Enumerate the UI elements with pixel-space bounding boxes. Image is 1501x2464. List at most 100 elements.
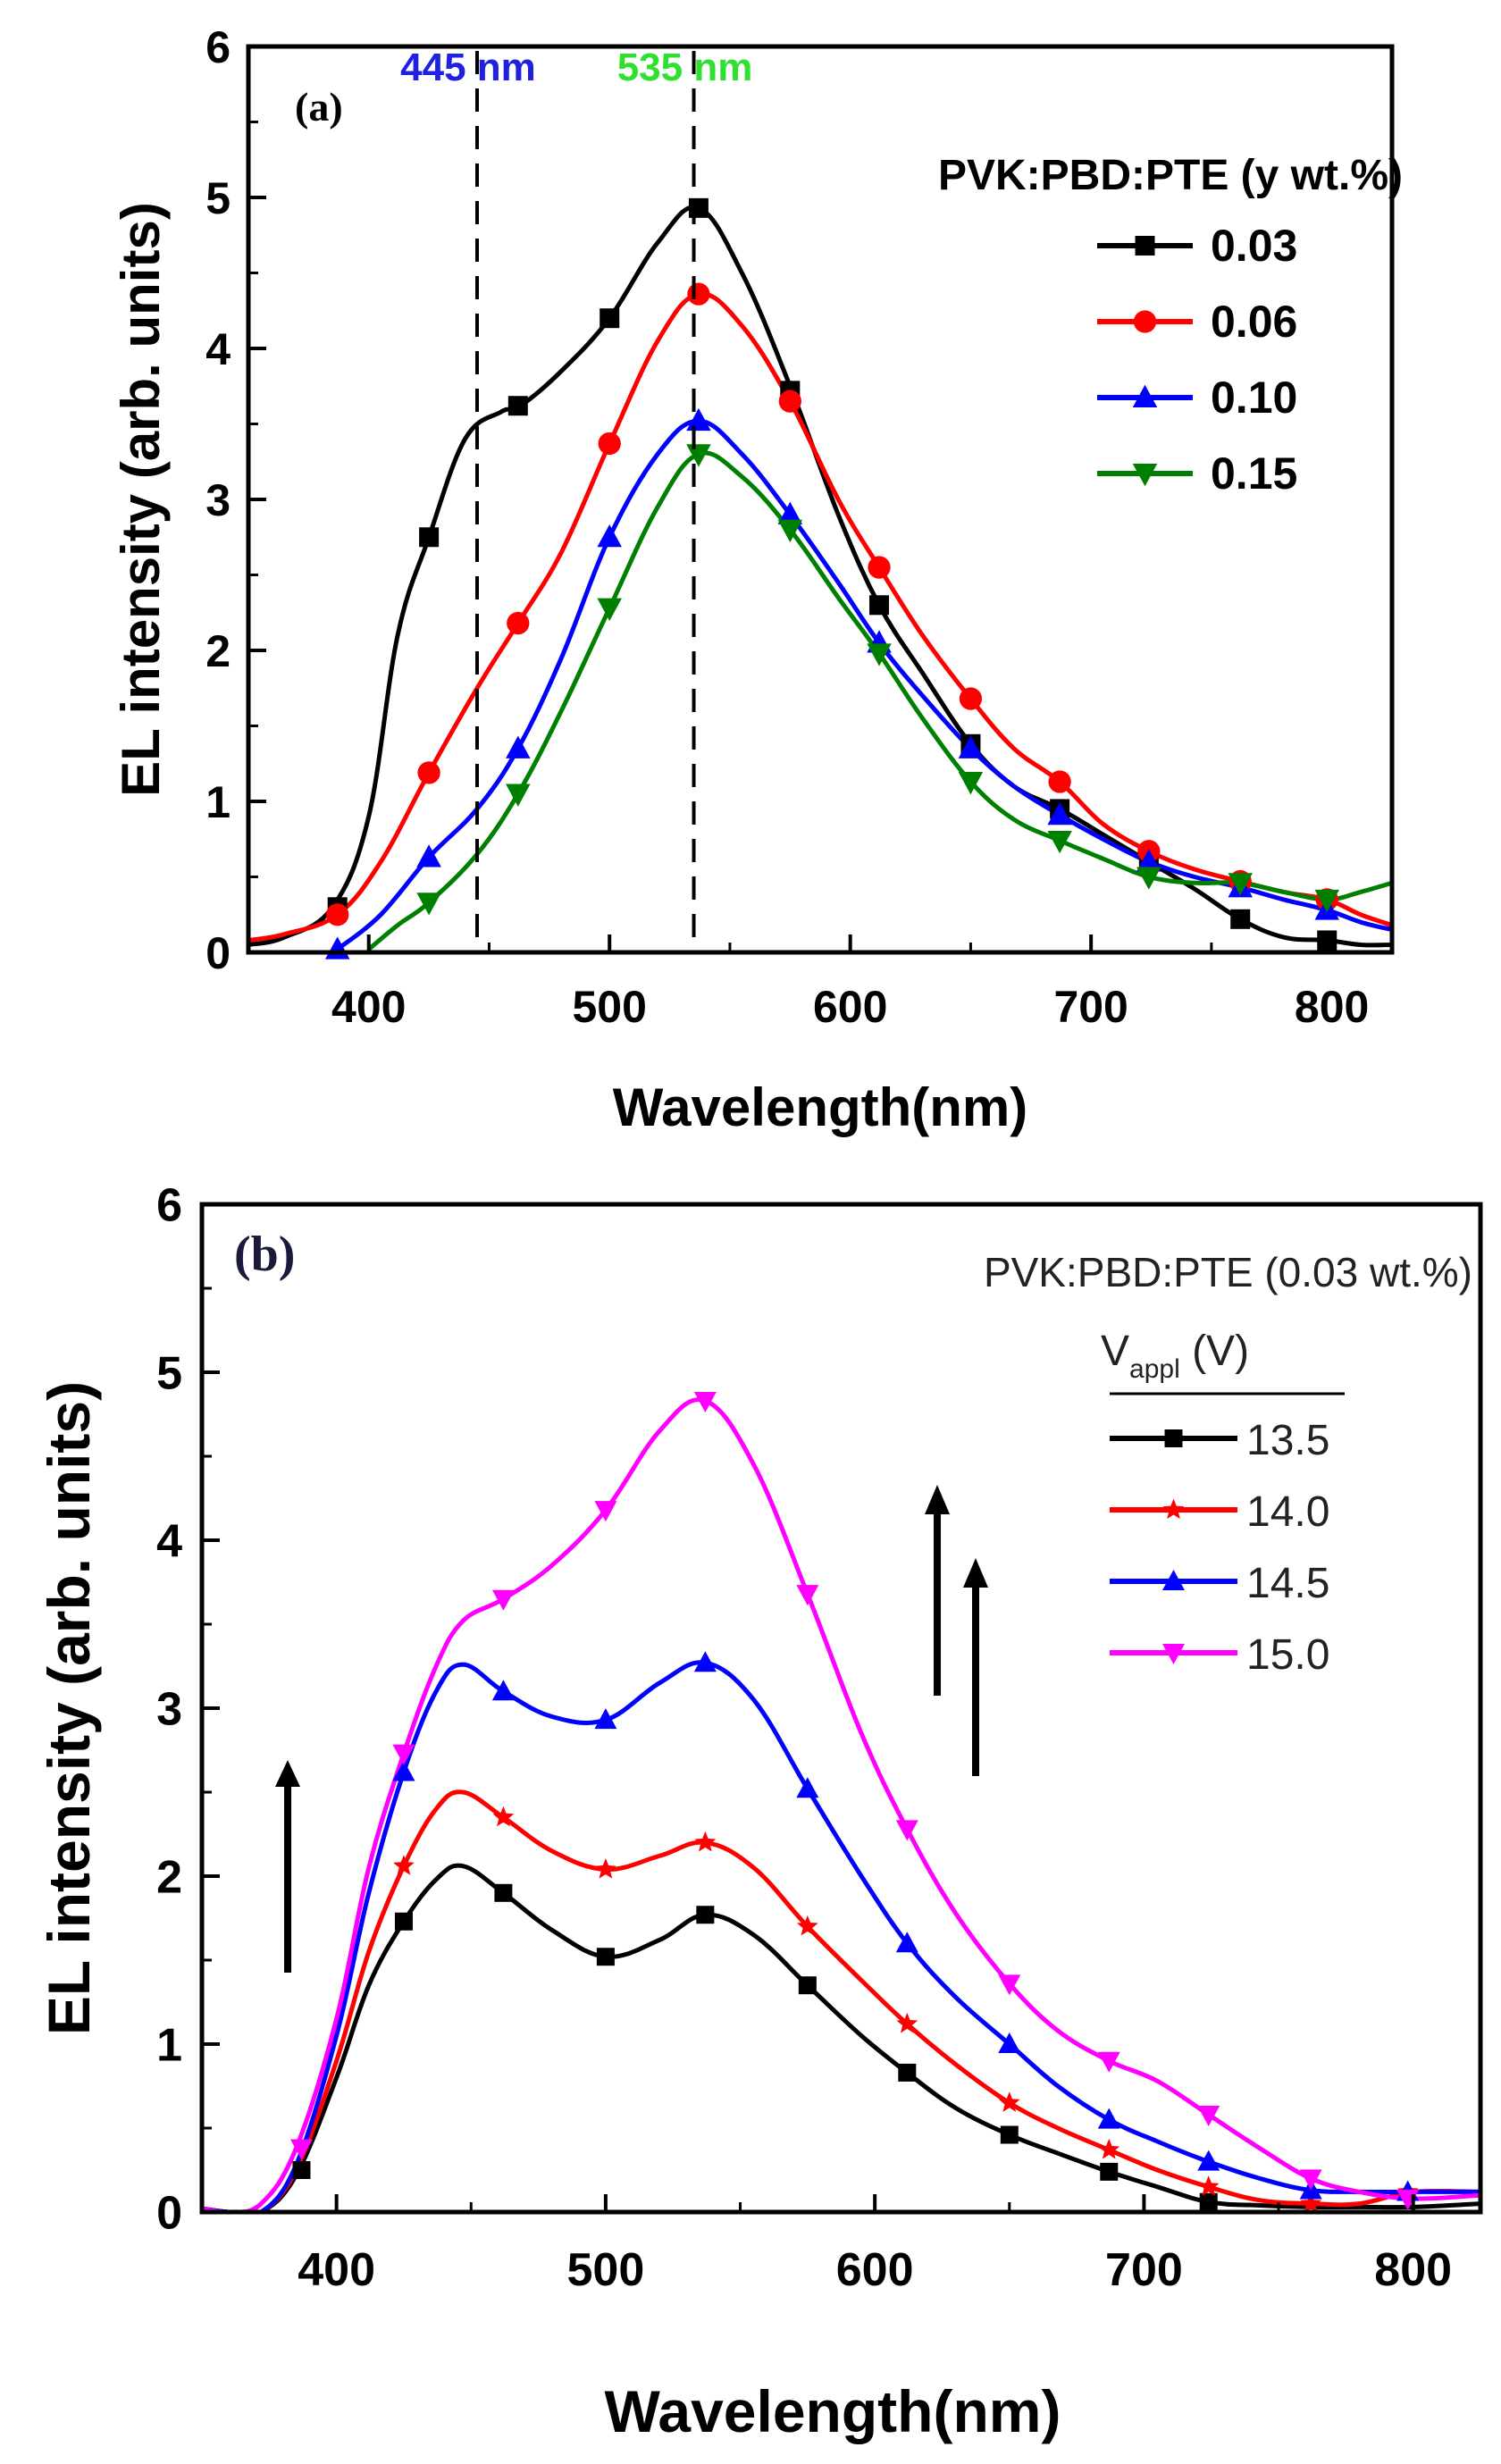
panel-a-y-axis-label: EL intensity (arb. units) xyxy=(111,202,171,797)
data-point-0.03 xyxy=(1317,930,1337,951)
data-point-0.06 xyxy=(326,903,349,926)
y-tick-label-4: 4 xyxy=(205,324,231,374)
data-point-15.0 xyxy=(594,1501,617,1522)
data-point-14.0 xyxy=(998,2091,1020,2112)
data-point-0.03 xyxy=(688,197,709,218)
data-point-0.10 xyxy=(686,407,711,432)
x-tick-label-500: 500 xyxy=(572,982,646,1032)
data-point-0.03 xyxy=(507,396,528,416)
y-tick-label-2: 2 xyxy=(205,626,231,676)
data-point-14.5 xyxy=(895,1932,918,1953)
data-point-0.06 xyxy=(598,432,621,456)
y-tick-label-6: 6 xyxy=(205,22,231,72)
increase-arrows xyxy=(275,1485,988,1973)
legend-label-0.15: 0.15 xyxy=(1211,448,1297,499)
arrow-up-left xyxy=(275,1760,300,1973)
y-tick-label-6: 6 xyxy=(156,1180,182,1232)
y-tick-label-4: 4 xyxy=(156,1516,182,1568)
data-point-0.15 xyxy=(686,444,711,467)
data-point-15.0 xyxy=(1197,2105,1220,2126)
data-point-13.5 xyxy=(394,1912,413,1931)
data-point-14.0 xyxy=(1300,2192,1322,2213)
data-point-14.5 xyxy=(491,1680,515,1701)
data-point-14.0 xyxy=(1098,2138,1120,2159)
data-point-0.03 xyxy=(1230,909,1251,929)
data-point-13.5 xyxy=(898,2063,917,2082)
data-point-14.5 xyxy=(392,1760,415,1781)
data-point-13.5 xyxy=(1000,2125,1019,2144)
y-tick-label-2: 2 xyxy=(156,1852,182,1904)
data-point-0.10 xyxy=(1136,849,1161,872)
annotation-445nm: 445 nm xyxy=(400,46,536,89)
data-point-0.15 xyxy=(1228,873,1253,896)
x-tick-label-700: 700 xyxy=(1105,2244,1183,2296)
panel-b: 400 500 600 700 800 0 1 2 3 4 5 6 (b) PVK:PBD:PTE (… xyxy=(36,1180,1483,2444)
arrow-up-middle xyxy=(925,1485,950,1696)
x-tick-label-800: 800 xyxy=(1295,982,1369,1032)
legend-marker-0.06 xyxy=(1133,310,1157,333)
panel-b-legend: 13.5 14.0 14.5 15.0 xyxy=(1246,1417,1329,1679)
legend-label-13.5: 13.5 xyxy=(1246,1417,1329,1464)
data-point-14.5 xyxy=(796,1777,819,1798)
y-tick-label-1: 1 xyxy=(205,777,231,827)
data-point-0.15 xyxy=(597,598,622,621)
data-point-14.5 xyxy=(1097,2108,1120,2129)
panel-a-legend: 0.03 0.06 0.10 0.15 xyxy=(1211,221,1297,499)
legend-header-v: Vappl (V) xyxy=(1101,1328,1249,1384)
panel-b-plot-frame xyxy=(199,1202,1483,2215)
data-point-0.10 xyxy=(416,844,441,867)
data-point-0.10 xyxy=(597,524,622,548)
data-point-0.06 xyxy=(417,761,440,784)
data-point-14.0 xyxy=(797,1915,818,1936)
data-point-15.0 xyxy=(693,1391,717,1412)
legend-label-15.0: 15.0 xyxy=(1246,1631,1329,1679)
data-point-0.10 xyxy=(506,735,531,758)
data-point-13.5 xyxy=(696,1906,715,1924)
x-tick-label-800: 800 xyxy=(1374,2244,1452,2296)
y-tick-label-5: 5 xyxy=(205,173,231,223)
panel-b-legend-header: Vappl (V) xyxy=(1101,1328,1345,1395)
data-point-0.15 xyxy=(867,643,892,666)
data-point-13.5 xyxy=(596,1948,615,1966)
legend-marker-0.10 xyxy=(1132,384,1158,407)
x-tick-label-600: 600 xyxy=(836,2244,914,2296)
y-tick-label-1: 1 xyxy=(156,2020,182,2072)
annotation-535nm: 535 nm xyxy=(617,46,753,89)
data-point-15.0 xyxy=(1097,2051,1120,2073)
panel-a-axis-ticks: 400 500 600 700 800 0 1 2 3 4 5 6 xyxy=(205,22,1369,1032)
data-point-14.5 xyxy=(594,1708,617,1730)
data-point-0.03 xyxy=(600,308,620,329)
series-line-0.06 xyxy=(248,291,1392,943)
data-point-14.0 xyxy=(694,1831,717,1852)
legend-marker-14.5 xyxy=(1162,1570,1185,1590)
data-point-15.0 xyxy=(392,1744,415,1765)
data-point-0.15 xyxy=(1136,867,1161,890)
legend-label-0.10: 0.10 xyxy=(1211,373,1297,423)
data-point-0.03 xyxy=(869,595,890,616)
legend-marker-0.15 xyxy=(1132,464,1158,487)
y-tick-label-5: 5 xyxy=(156,1348,182,1400)
data-point-0.15 xyxy=(416,893,441,916)
y-tick-label-3: 3 xyxy=(205,475,231,525)
data-point-0.06 xyxy=(507,611,530,635)
data-point-13.5 xyxy=(292,2161,311,2179)
legend-marker-14.0 xyxy=(1162,1498,1185,1520)
x-tick-label-600: 600 xyxy=(813,982,887,1032)
x-tick-label-700: 700 xyxy=(1053,982,1128,1032)
legend-label-14.0: 14.0 xyxy=(1246,1488,1329,1536)
panel-b-y-axis-label: EL intensity (arb. units) xyxy=(36,1381,102,2035)
panel-a-reference-lines xyxy=(475,51,696,952)
data-point-15.0 xyxy=(1299,2169,1322,2191)
x-tick-label-400: 400 xyxy=(298,2244,375,2296)
data-point-0.06 xyxy=(1048,770,1071,793)
panel-a-legend-title: PVK:PBD:PTE (y wt.%) xyxy=(938,152,1403,199)
arrow-up-right xyxy=(963,1558,988,1776)
data-point-0.03 xyxy=(419,527,440,548)
panel-a-label: (a) xyxy=(295,84,343,130)
panel-b-legend-title: PVK:PBD:PTE (0.03 wt.%) xyxy=(984,1249,1472,1295)
data-point-14.5 xyxy=(693,1651,717,1672)
data-point-0.15 xyxy=(777,519,803,543)
data-point-15.0 xyxy=(796,1585,819,1606)
panel-b-axis-ticks: 400 500 600 700 800 0 1 2 3 4 5 6 xyxy=(156,1180,1452,2296)
